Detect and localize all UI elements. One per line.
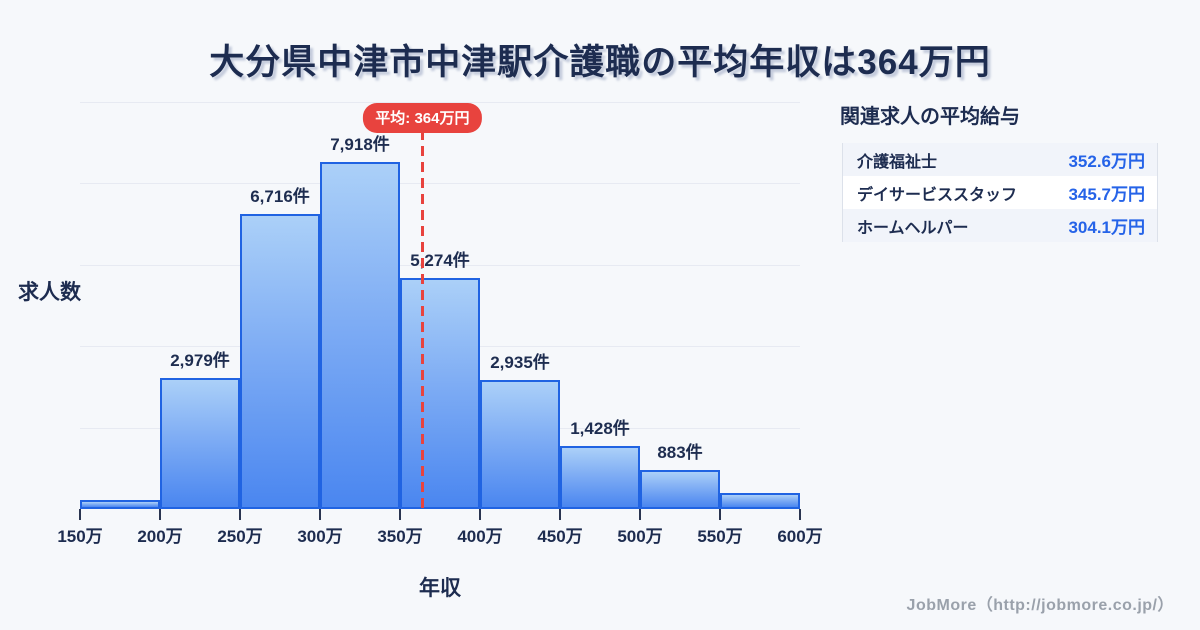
x-axis-tick-label: 200万: [137, 527, 183, 546]
bar-value-label: 6,716件: [250, 187, 310, 207]
x-axis-tick-label: 500万: [617, 527, 663, 546]
x-axis-tick: [319, 509, 321, 520]
related-job-name: ホームヘルパー: [857, 219, 969, 237]
histogram-bar: [480, 380, 560, 509]
related-job-name: デイサービススタッフ: [857, 186, 1018, 204]
bar-value-label: 883件: [657, 443, 703, 463]
related-job-salary: 352.6万円: [1068, 152, 1145, 171]
gridline: [80, 183, 800, 185]
x-axis-tick-label: 250万: [217, 527, 263, 546]
x-axis-tick-label: 400万: [457, 527, 503, 546]
x-axis-tick: [399, 509, 401, 520]
page-title: 大分県中津市中津駅介護職の平均年収は364万円: [209, 43, 991, 82]
footer-credit: JobMore（http://jobmore.co.jp/）: [906, 597, 1174, 614]
x-axis-tick-label: 550万: [697, 527, 743, 546]
related-jobs-heading: 関連求人の平均給与: [840, 106, 1020, 128]
related-job-row: デイサービススタッフ 345.7万円: [843, 176, 1157, 209]
histogram-bar: [160, 378, 240, 509]
x-axis-tick: [79, 509, 81, 520]
x-axis-tick-label: 300万: [297, 527, 343, 546]
y-axis-title: 求人数: [18, 281, 81, 304]
average-badge: 平均: 364万円: [363, 103, 482, 133]
bar-value-label: 2,935件: [490, 353, 550, 373]
average-line: [420, 130, 424, 509]
related-job-row: 介護福祉士 352.6万円: [843, 143, 1157, 176]
histogram-bar: [240, 214, 320, 509]
x-axis-tick: [719, 509, 721, 520]
x-axis-tick: [239, 509, 241, 520]
related-jobs-table: 介護福祉士 352.6万円デイサービススタッフ 345.7万円ホームヘルパー 304.…: [842, 143, 1158, 242]
bar-value-label: 2,979件: [170, 351, 230, 371]
histogram-bar: [560, 446, 640, 509]
histogram-bar: [640, 470, 720, 509]
bar-value-label: 1,428件: [570, 419, 630, 439]
bar-value-label: 7,918件: [330, 134, 390, 154]
x-axis-tick: [159, 509, 161, 520]
x-axis-tick: [479, 509, 481, 520]
related-job-salary: 345.7万円: [1068, 185, 1145, 204]
related-job-name: 介護福祉士: [857, 153, 938, 171]
histogram-bar: [80, 500, 160, 509]
x-axis-tick: [799, 509, 801, 520]
x-axis-tick: [639, 509, 641, 520]
histogram-bar: [720, 492, 800, 509]
x-axis-tick-label: 450万: [537, 527, 583, 546]
related-job-row: ホームヘルパー 304.1万円: [843, 209, 1157, 242]
x-axis-tick: [559, 509, 561, 520]
histogram-bar: [320, 161, 400, 509]
x-axis-tick-label: 350万: [377, 527, 423, 546]
x-axis-tick-label: 600万: [777, 527, 823, 546]
gridline: [80, 264, 800, 266]
related-job-salary: 304.1万円: [1068, 218, 1145, 237]
x-axis-tick-label: 150万: [57, 527, 103, 546]
x-axis-title: 年収: [419, 577, 461, 600]
histogram-bar: [400, 277, 480, 509]
gridline: [80, 102, 800, 103]
bar-value-label: 5,274件: [410, 250, 470, 270]
salary-histogram: 2,979件 6,716件 7,918件 5,274件 2,935件 1,428件 883件…: [57, 102, 823, 546]
